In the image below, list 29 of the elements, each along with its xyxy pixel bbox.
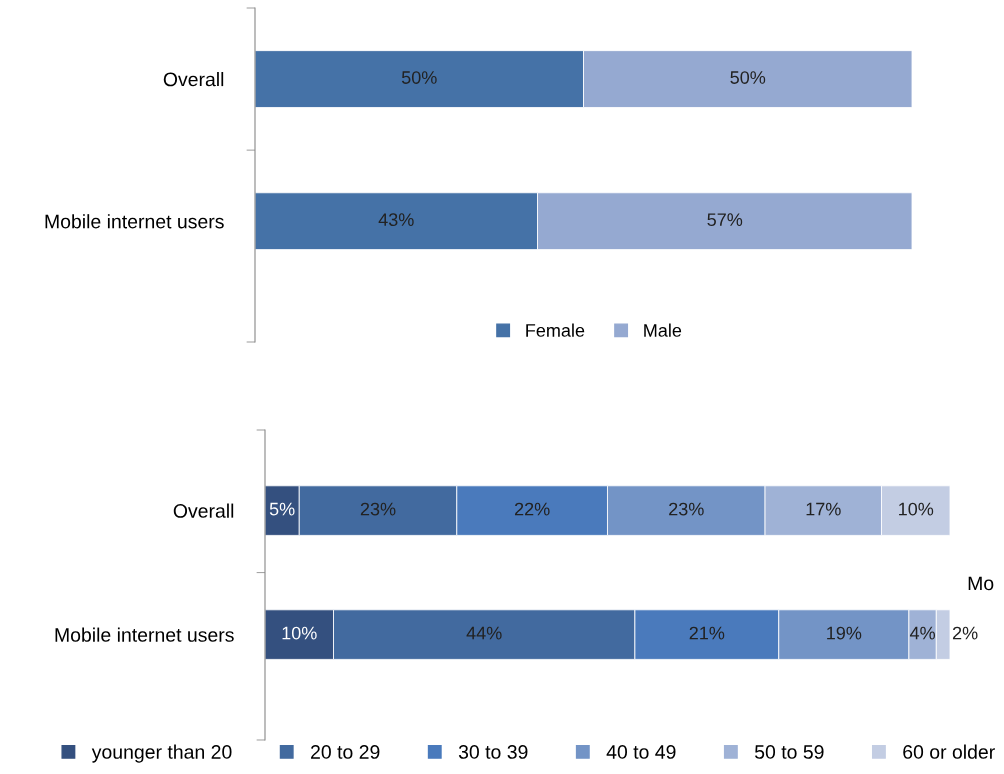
legend-label: Female — [526, 323, 585, 337]
legend-label: 50 to 59 — [754, 745, 824, 759]
data-label: 10% — [282, 626, 317, 640]
data-label: 5% — [269, 502, 295, 516]
data-label: 43% — [378, 213, 414, 227]
data-label: 17% — [806, 502, 841, 516]
legend-label: 40 to 49 — [606, 745, 676, 759]
data-label: 50% — [401, 71, 437, 84]
data-label: 19% — [827, 626, 862, 640]
data-label: 2% — [952, 626, 978, 640]
data-label: 50% — [730, 71, 766, 84]
y-tick-label: Overall — [173, 503, 234, 518]
legend-label: 30 to 39 — [458, 745, 528, 759]
data-label: 21% — [689, 626, 725, 640]
data-label: 22% — [514, 502, 550, 516]
data-label: 57% — [707, 213, 743, 227]
legend-label: Male — [644, 323, 682, 337]
legend-label: younger than 20 — [91, 744, 232, 763]
data-label: 10% — [899, 502, 934, 516]
data-label: 4% — [909, 626, 936, 640]
data-label: 23% — [360, 502, 396, 516]
y-tick-label: Mobile internet users — [45, 214, 224, 229]
text: Mo — [968, 576, 994, 591]
legend-label: 60 or older — [903, 744, 995, 759]
y-tick-label: Overall — [163, 72, 224, 87]
legend-label: 20 to 29 — [311, 745, 380, 759]
y-tick-label: Mobile internet users — [55, 627, 234, 642]
data-label: 44% — [466, 626, 502, 640]
data-label: 23% — [669, 502, 704, 516]
